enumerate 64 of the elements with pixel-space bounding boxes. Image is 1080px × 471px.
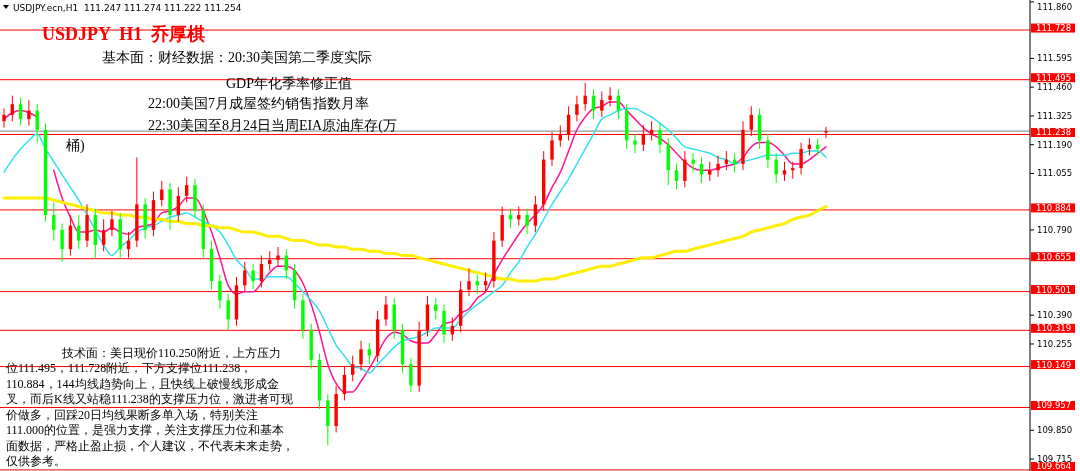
ref-line-label: 110.884 [1036, 202, 1072, 213]
annotation: 22:00美国7月成屋签约销售指数月率 [148, 96, 369, 111]
text: USDJPY H1 乔厚棋 [42, 24, 206, 44]
annotation: 价做多，回踩20日均线果断多单入场，特别关注 [5, 408, 258, 422]
candlestick [409, 357, 413, 393]
annotation: GDP年化季率修正值 [226, 76, 353, 91]
annotation: 桶) [66, 138, 85, 154]
candlestick [226, 293, 230, 331]
candlestick [367, 342, 372, 365]
annotation: 111.000的位置，是强力支撑，关注支撑压力位和基本 [6, 423, 285, 437]
y-tick-label: 111.055 [1037, 168, 1073, 179]
chart-subtitle: USDJPY.ecn,H1 111.247 111.274 111.222 111.254 [13, 3, 242, 13]
y-tick-label: 109.850 [1037, 425, 1073, 436]
line-series [2, 196, 828, 283]
candlestick [442, 304, 446, 344]
candlestick [766, 133, 770, 169]
annotation: 面数据，严格止盈止损，个人建议，不代表未来走势， [6, 439, 294, 453]
ref-line-label: 110.655 [1036, 251, 1072, 262]
annotation: 22:30美国至8月24日当周EIA原油库存(万 [148, 118, 397, 134]
annotation: 110.884，144均线趋势向上，且快线上破慢线形成金 [6, 377, 279, 391]
candlestick [218, 274, 222, 310]
y-tick-label: 110.255 [1037, 338, 1073, 349]
candlestick [608, 86, 612, 107]
candlestick [633, 133, 637, 154]
candlestick [575, 95, 579, 122]
candlestick [691, 152, 695, 173]
candlestick [184, 176, 189, 203]
candlestick [251, 263, 255, 291]
candlestick [683, 150, 687, 188]
y-tick-label: 110.790 [1037, 224, 1073, 235]
ref-line-label: 111.728 [1036, 23, 1072, 34]
candlestick [708, 161, 712, 182]
y-tick-label: 111.595 [1037, 53, 1073, 64]
ref-line-label: 110.501 [1036, 284, 1072, 295]
y-tick-label: 111.325 [1037, 110, 1073, 121]
annotation: 基本面：财经数据：20:30美国第二季度实际 [102, 50, 372, 65]
candlestick [782, 161, 787, 182]
candlestick [674, 163, 679, 190]
candlestick [658, 122, 662, 154]
ref-line-label: 110.319 [1036, 323, 1072, 334]
ref-line-label: 111.495 [1036, 72, 1072, 83]
annotation: 叉，而后K线又站稳111.238的支撑压力位，激进者可现 [6, 392, 293, 406]
ref-line-label: 110.149 [1036, 359, 1072, 370]
candlestick [525, 208, 529, 235]
annotation: 技术面：美日现价110.250附近，上方压力 [61, 346, 281, 360]
candlestick [799, 142, 803, 176]
candlestick [384, 295, 388, 327]
candlestick [600, 90, 604, 118]
y-tick-label: 111.190 [1037, 139, 1073, 150]
annotation: 仅供参考。 [6, 454, 66, 468]
candlestick [699, 157, 704, 184]
candlestick [774, 152, 778, 184]
y-tick-label: 110.390 [1037, 310, 1073, 321]
y-tick-label: 111.460 [1037, 82, 1073, 93]
candlestick [716, 154, 720, 178]
candlestick [10, 95, 14, 122]
candlestick [2, 107, 6, 129]
candlestick [160, 180, 164, 208]
candlestick [60, 223, 64, 263]
y-tick-label: 111.860 [1037, 1, 1073, 12]
ref-line-label: 111.238 [1036, 127, 1072, 138]
candlestick [52, 201, 56, 242]
ref-line-label: 109.957 [1036, 400, 1072, 411]
candlestick [27, 99, 31, 127]
